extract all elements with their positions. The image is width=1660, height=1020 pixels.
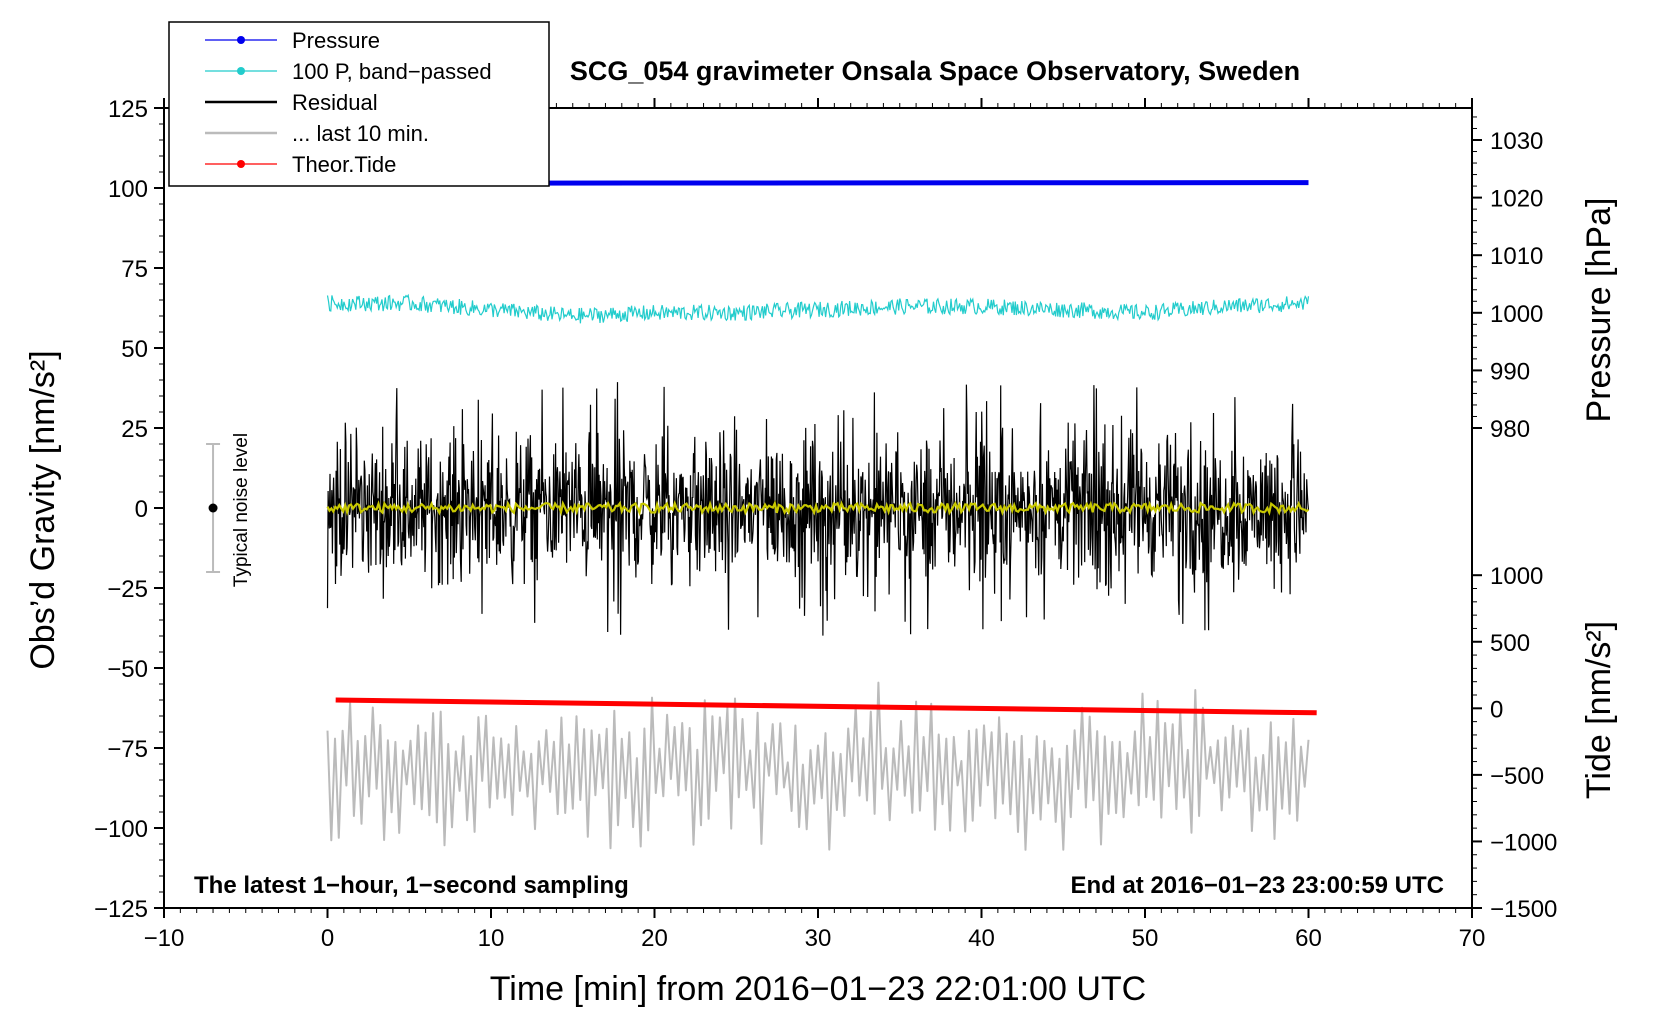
x-tick-label: 60 bbox=[1295, 925, 1322, 952]
series-residual-line bbox=[326, 382, 1310, 636]
x-tick-label: −10 bbox=[144, 925, 185, 952]
y-tick-label: −100 bbox=[94, 816, 148, 843]
tide-tick-label: −500 bbox=[1490, 763, 1544, 790]
x-tick-label: 50 bbox=[1132, 925, 1159, 952]
noise-level-dot bbox=[208, 503, 218, 513]
y-tick-label: 0 bbox=[135, 496, 148, 523]
x-axis-title: Time [min] from 2016−01−23 22:01:00 UTC bbox=[490, 970, 1146, 1008]
x-tick-label: 0 bbox=[321, 925, 334, 952]
y-axis-title-left: Obs’d Gravity [nm/s²] bbox=[24, 350, 62, 669]
legend: Pressure 100 P, band−passed Residual ... la… bbox=[168, 21, 550, 187]
series-residual-smoothed-line bbox=[326, 499, 1310, 517]
tide-tick-label: 0 bbox=[1490, 696, 1503, 723]
y-tick-label: −125 bbox=[94, 896, 148, 923]
y-tick-label: −75 bbox=[107, 736, 148, 763]
tide-tick-label: −1000 bbox=[1490, 829, 1557, 856]
y-axis-title-tide: Tide [nm/s²] bbox=[1580, 621, 1618, 799]
tide-tick-label: 1000 bbox=[1490, 563, 1543, 590]
x-tick-label: 40 bbox=[968, 925, 995, 952]
pressure-tick-label: 1000 bbox=[1490, 301, 1543, 328]
x-tick-label: 10 bbox=[478, 925, 505, 952]
pressure-tick-label: 1030 bbox=[1490, 128, 1543, 155]
x-tick-label: 70 bbox=[1459, 925, 1486, 952]
y-tick-label: −50 bbox=[107, 656, 148, 683]
legend-label: Pressure bbox=[292, 28, 380, 53]
chart-title: SCG_054 gravimeter Onsala Space Observat… bbox=[570, 56, 1300, 86]
legend-swatch-marker bbox=[237, 67, 245, 75]
tide-tick-label: −1500 bbox=[1490, 896, 1557, 923]
y-tick-label: 125 bbox=[108, 96, 148, 123]
series-layer bbox=[326, 180, 1317, 851]
legend-label: Theor.Tide bbox=[292, 152, 396, 177]
y-tick-label: 100 bbox=[108, 176, 148, 203]
legend-label: ... last 10 min. bbox=[292, 121, 429, 146]
x-tick-label: 30 bbox=[805, 925, 832, 952]
y-tick-label: 25 bbox=[121, 416, 148, 443]
pressure-tick-label: 990 bbox=[1490, 358, 1530, 385]
series-bandpassed-pressure-line bbox=[326, 293, 1310, 324]
y-tick-label: 75 bbox=[121, 256, 148, 283]
pressure-tick-label: 1020 bbox=[1490, 186, 1543, 213]
legend-label: 100 P, band−passed bbox=[292, 59, 492, 84]
annotation-sampling: The latest 1−hour, 1−second sampling bbox=[194, 872, 629, 899]
y-axis-title-pressure: Pressure [hPa] bbox=[1580, 198, 1618, 423]
series-tide-line bbox=[335, 697, 1317, 716]
x-tick-label: 20 bbox=[641, 925, 668, 952]
annotation-end-time: End at 2016−01−23 23:00:59 UTC bbox=[1070, 872, 1444, 899]
legend-swatch-marker bbox=[237, 160, 245, 168]
y-tick-label: 50 bbox=[121, 336, 148, 363]
legend-swatch-marker bbox=[237, 36, 245, 44]
pressure-tick-label: 980 bbox=[1490, 416, 1530, 443]
axes-layer: −10 0 10 20 30 40 50 60 701251007550250−25−50−75… bbox=[94, 96, 1557, 952]
pressure-tick-label: 1010 bbox=[1490, 243, 1543, 270]
legend-label: Residual bbox=[292, 90, 378, 115]
series-last-10-min-line bbox=[326, 681, 1310, 851]
noise-level-label: Typical noise level bbox=[231, 433, 252, 587]
legend-box bbox=[168, 21, 550, 187]
tide-tick-label: 500 bbox=[1490, 630, 1530, 657]
y-tick-label: −25 bbox=[107, 576, 148, 603]
